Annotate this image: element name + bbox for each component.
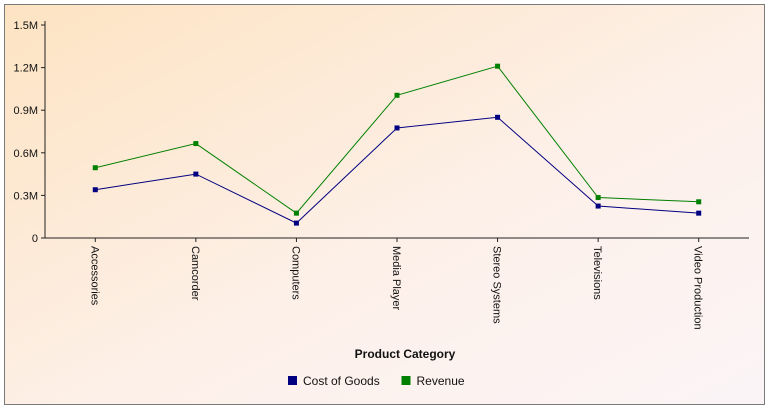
data-point (595, 203, 601, 209)
data-point (293, 210, 299, 216)
data-point (696, 210, 702, 216)
chart-background (5, 5, 764, 404)
legend-swatch (401, 376, 411, 385)
x-tick-label: Computers (289, 246, 301, 300)
data-point (193, 141, 199, 147)
x-tick-label: Televisions (591, 246, 603, 300)
data-point (394, 125, 400, 131)
data-point (92, 165, 98, 171)
legend-label: Revenue (417, 374, 465, 388)
data-point (696, 199, 702, 205)
y-tick-label: 0.9M (14, 105, 38, 117)
x-tick-label: Video Production (692, 246, 704, 330)
legend-swatch (288, 376, 297, 385)
data-point (495, 63, 501, 69)
x-tick-label: Camcorder (189, 246, 201, 301)
data-point (193, 171, 199, 177)
y-tick-label: 0.3M (14, 190, 38, 202)
line-chart: 0 0.3M 0.6M 0.9M 1.2M 1.5M Accessories Camcorde… (5, 5, 764, 404)
y-tick-label: 0 (32, 233, 38, 245)
legend-label: Cost of Goods (303, 374, 380, 388)
data-point (92, 187, 98, 193)
y-tick-label: 1.2M (14, 63, 38, 75)
y-tick-label: 0.6M (14, 148, 38, 160)
chart-frame: 0 0.3M 0.6M 0.9M 1.2M 1.5M Accessories Camcorde… (4, 4, 765, 405)
y-tick-label: 1.5M (14, 20, 38, 32)
x-tick-label: Accessories (88, 246, 100, 306)
data-point (495, 114, 501, 120)
x-tick-label: Stereo Systems (491, 246, 503, 324)
x-tick-label: Media Player (390, 246, 402, 311)
data-point (293, 220, 299, 226)
data-point (595, 195, 601, 201)
data-point (394, 92, 400, 98)
x-axis-title: Product Category (355, 347, 456, 361)
